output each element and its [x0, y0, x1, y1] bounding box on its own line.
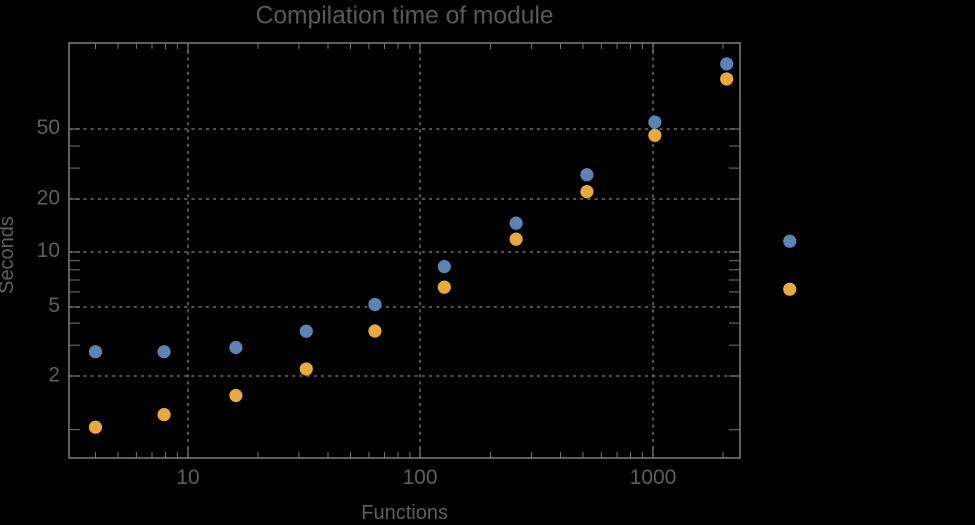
- svg-text:20: 20: [37, 187, 60, 210]
- svg-text:1000: 1000: [630, 466, 677, 489]
- svg-text:5: 5: [48, 294, 60, 317]
- svg-text:Functions: Functions: [361, 502, 448, 524]
- svg-text:50: 50: [37, 116, 60, 139]
- svg-text:Seconds: Seconds: [0, 216, 18, 294]
- svg-text:2: 2: [48, 364, 60, 387]
- svg-text:10: 10: [37, 239, 60, 262]
- svg-text:Compilation time of module: Compilation time of module: [256, 2, 554, 29]
- svg-text:10: 10: [176, 466, 199, 489]
- svg-text:100: 100: [402, 466, 437, 489]
